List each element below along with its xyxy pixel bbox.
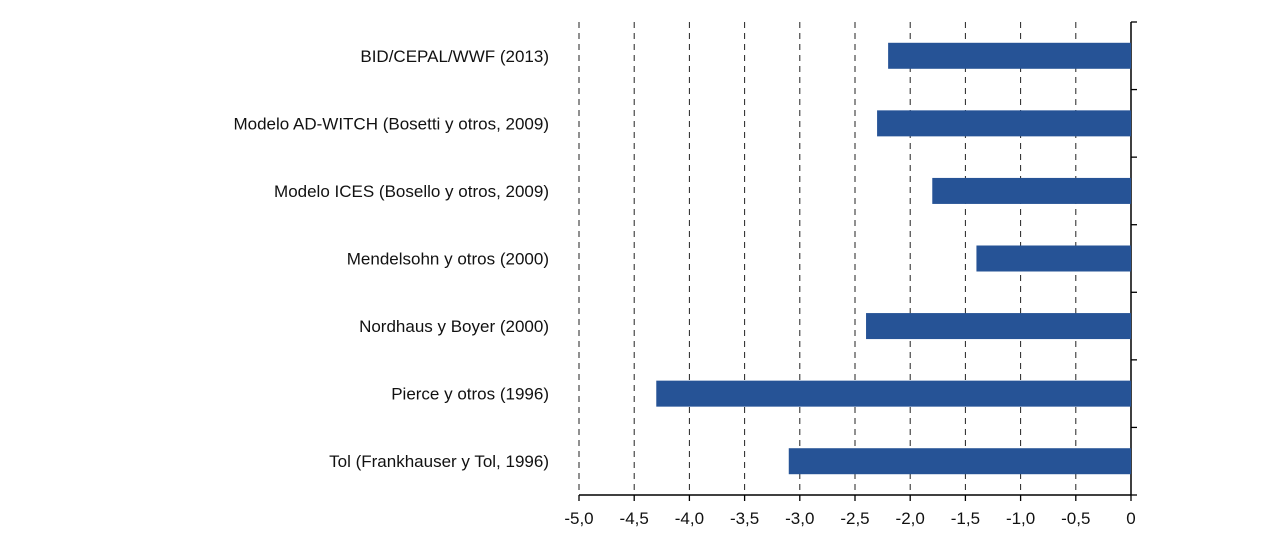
bar [866, 313, 1131, 340]
category-label: BID/CEPAL/WWF (2013) [360, 47, 549, 66]
x-tick-label: -1,0 [1006, 509, 1035, 528]
x-tick-label: -4,5 [620, 509, 649, 528]
category-label: Nordhaus y Boyer (2000) [359, 317, 549, 336]
x-tick-label: -3,5 [730, 509, 759, 528]
category-label: Modelo AD-WITCH (Bosetti y otros, 2009) [233, 114, 549, 133]
x-tick-label: -3,0 [785, 509, 814, 528]
category-label: Mendelsohn y otros (2000) [347, 250, 549, 269]
x-tick-label: 0 [1126, 509, 1135, 528]
bar [888, 42, 1131, 69]
x-tick-label: -2,0 [896, 509, 925, 528]
x-tick-label: -5,0 [564, 509, 593, 528]
bar [877, 110, 1131, 137]
category-label: Tol (Frankhauser y Tol, 1996) [329, 452, 549, 471]
bar [788, 448, 1131, 475]
x-tick-label: -4,0 [675, 509, 704, 528]
bar [932, 177, 1131, 204]
bar [976, 245, 1131, 272]
category-label: Pierce y otros (1996) [391, 385, 549, 404]
x-tick-label: -2,5 [840, 509, 869, 528]
x-tick-label: -0,5 [1061, 509, 1090, 528]
bar [656, 380, 1131, 407]
category-label: Modelo ICES (Bosello y otros, 2009) [274, 182, 549, 201]
x-tick-label: -1,5 [951, 509, 980, 528]
